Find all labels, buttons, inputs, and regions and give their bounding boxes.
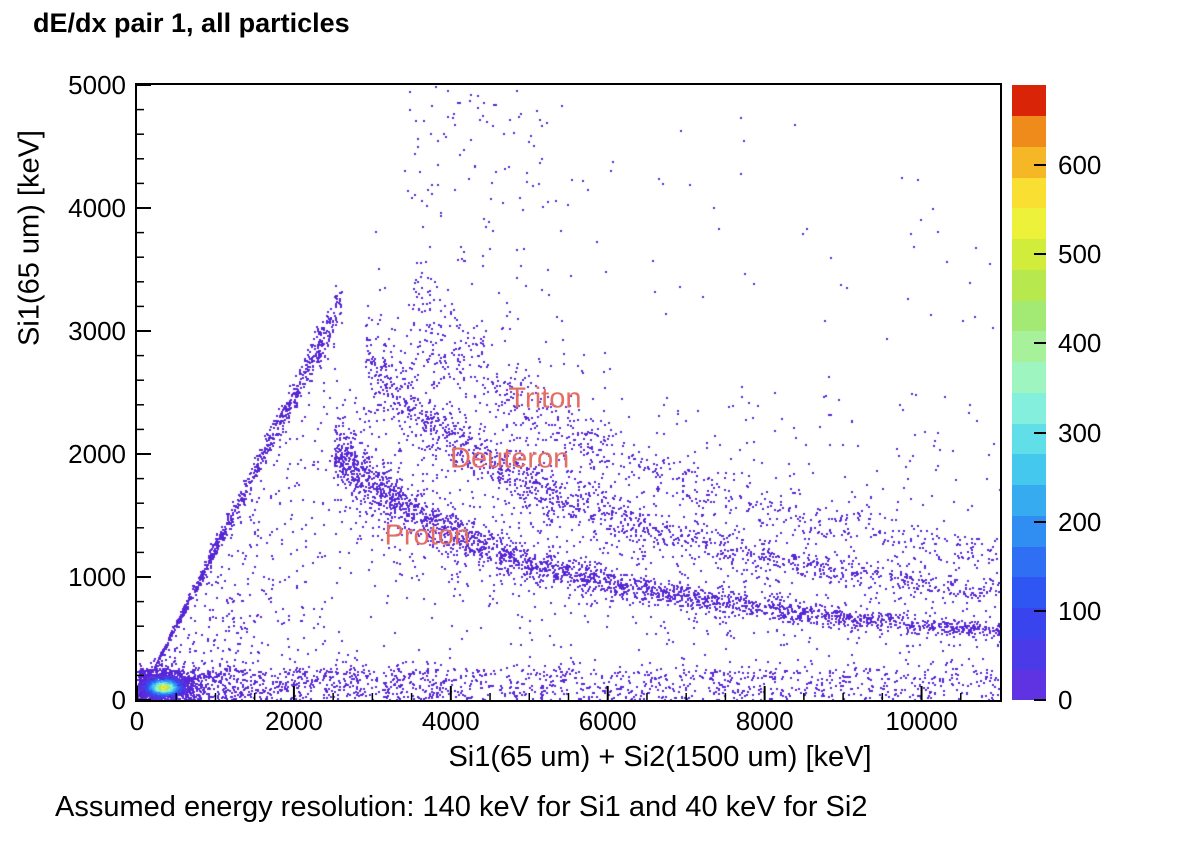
colorbar-block — [1012, 577, 1046, 608]
plot-frame: Triton Deuteron Proton — [135, 83, 1002, 702]
colorbar-tick-label: 600 — [1058, 150, 1102, 181]
annotation-deuteron: Deuteron — [450, 442, 570, 475]
chart-title: dE/dx pair 1, all particles — [33, 8, 350, 38]
x-tick-label: 8000 — [735, 706, 794, 736]
y-tick-label: 0 — [111, 685, 126, 715]
y-tick-label: 3000 — [68, 316, 126, 346]
colorbar-block — [1012, 85, 1046, 116]
colorbar-block — [1012, 669, 1046, 701]
colorbar-tick-label: 0 — [1058, 685, 1073, 715]
y-tick-label: 4000 — [68, 193, 126, 223]
y-tick-label: 1000 — [68, 562, 126, 592]
x-tick-label: 4000 — [421, 706, 480, 736]
x-tick-label: 0 — [129, 706, 145, 736]
y-tick-label: 5000 — [68, 70, 126, 100]
colorbar-block — [1012, 269, 1046, 301]
y-tick-label: 2000 — [68, 439, 126, 469]
colorbar-tick — [1034, 699, 1046, 701]
colorbar-tick — [1034, 164, 1046, 167]
x-tick-label: 10000 — [885, 706, 958, 736]
caption: Assumed energy resolution: 140 keV for S… — [55, 791, 868, 823]
colorbar-tick — [1034, 520, 1046, 523]
colorbar-block — [1012, 638, 1046, 670]
x-tick-label: 6000 — [578, 706, 637, 736]
colorbar-tick — [1034, 431, 1046, 434]
colorbar-block — [1012, 392, 1046, 424]
histogram-canvas — [137, 85, 1000, 700]
colorbar-block — [1012, 454, 1046, 485]
colorbar-block — [1012, 484, 1046, 516]
colorbar-tick-label: 400 — [1058, 328, 1102, 359]
colorbar-block — [1012, 546, 1046, 578]
colorbar-block — [1012, 177, 1046, 209]
colorbar-block — [1012, 208, 1046, 239]
colorbar-block — [1012, 515, 1046, 547]
x-tick-label: 2000 — [264, 706, 323, 736]
colorbar — [1012, 85, 1046, 701]
colorbar-block — [1012, 607, 1046, 639]
colorbar-tick-label: 500 — [1058, 239, 1102, 270]
colorbar-block — [1012, 146, 1046, 178]
colorbar-block — [1012, 361, 1046, 393]
colorbar-tick-label: 200 — [1058, 506, 1102, 537]
annotation-triton: Triton — [508, 382, 582, 415]
colorbar-block — [1012, 115, 1046, 147]
colorbar-tick-label: 300 — [1058, 417, 1102, 448]
x-axis-title: Si1(65 um) + Si2(1500 um) [keV] — [448, 741, 872, 773]
colorbar-tick — [1034, 342, 1046, 345]
colorbar-tick — [1034, 253, 1046, 256]
y-axis-title: Si1(65 um) [keV] — [13, 130, 46, 346]
colorbar-tick-label: 100 — [1058, 595, 1102, 626]
colorbar-tick — [1034, 609, 1046, 612]
colorbar-block — [1012, 331, 1046, 362]
annotation-proton: Proton — [384, 519, 471, 552]
colorbar-block — [1012, 300, 1046, 332]
colorbar-block — [1012, 423, 1046, 455]
